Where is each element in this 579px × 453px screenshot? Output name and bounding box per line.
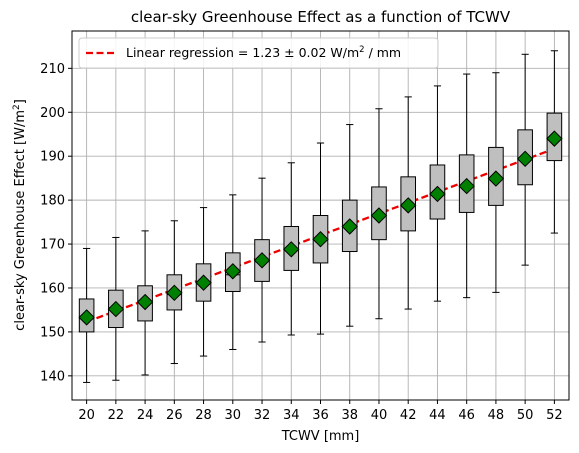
x-tick-label: 42 <box>400 408 417 423</box>
x-tick-label: 30 <box>225 408 242 423</box>
box-plot-item <box>458 73 475 299</box>
box-plot-item <box>195 207 212 357</box>
mean-marker <box>429 185 446 203</box>
mean-marker <box>487 170 505 187</box>
box-plot-item <box>312 142 329 335</box>
mean-marker <box>341 218 358 235</box>
y-tick-label: 140 <box>40 369 65 384</box>
x-tick-label: 44 <box>429 408 446 423</box>
y-tick-label: 180 <box>40 194 65 209</box>
box-plot-item <box>136 230 154 376</box>
mean-marker <box>195 274 212 291</box>
box-plot-layer <box>78 50 563 383</box>
x-tick-label: 52 <box>546 408 563 423</box>
x-tick-label: 40 <box>371 408 388 423</box>
legend: Linear regression = 1.23 ± 0.02 W/m2 / m… <box>78 37 439 69</box>
box-plot-item <box>166 220 183 365</box>
x-tick-label: 36 <box>312 408 329 423</box>
mean-marker <box>253 252 271 269</box>
box-plot-item <box>516 53 534 266</box>
mean-marker <box>546 130 563 147</box>
chart-title: clear-sky Greenhouse Effect as a functio… <box>131 8 511 26</box>
y-tick-label: 170 <box>40 238 65 253</box>
mean-marker <box>107 300 125 318</box>
x-tick-label: 46 <box>458 408 475 423</box>
mean-marker <box>312 231 329 248</box>
y-tick-label: 200 <box>40 106 65 121</box>
box-plot-item <box>429 85 446 302</box>
x-tick-label: 26 <box>166 408 183 423</box>
x-tick-label: 48 <box>488 408 505 423</box>
mean-marker <box>283 241 300 258</box>
y-tick-label: 190 <box>40 150 65 165</box>
x-tick-label: 38 <box>341 408 358 423</box>
mean-marker <box>516 150 534 168</box>
x-tick-label: 34 <box>283 408 300 423</box>
mean-marker <box>78 309 95 326</box>
box-plot-item <box>487 72 505 293</box>
x-tick-label: 32 <box>254 408 271 423</box>
legend-frame <box>78 37 439 69</box>
mean-marker <box>370 207 388 224</box>
box-plot-item <box>370 108 388 320</box>
box-plot-item <box>283 162 300 336</box>
mean-marker <box>136 293 154 311</box>
mean-marker <box>399 197 417 214</box>
regression-line <box>86 147 555 323</box>
regression-line-layer <box>86 147 555 323</box>
box-plot-item <box>78 247 95 383</box>
y-tick-label: 210 <box>40 62 65 77</box>
box-plot-item <box>399 96 417 310</box>
y-tick-label: 160 <box>40 281 65 296</box>
x-tick-label: 24 <box>137 408 154 423</box>
x-tick-label: 28 <box>195 408 212 423</box>
box-plot-item <box>546 50 563 234</box>
box-plot-item <box>253 177 271 343</box>
box-plot-item <box>341 124 358 327</box>
x-tick-label: 50 <box>517 408 534 423</box>
mean-marker <box>458 177 475 195</box>
x-axis-ticks: 20 22 24 26 28 30 32 34 36 38 40 42 44 46 48 50 52 <box>78 400 563 423</box>
box-plot-item <box>107 236 125 381</box>
mean-marker <box>166 284 183 302</box>
x-tick-label: 20 <box>78 408 95 423</box>
x-tick-label: 22 <box>108 408 125 423</box>
y-tick-label: 150 <box>40 325 65 340</box>
legend-regression-label: Linear regression = 1.23 ± 0.02 W/m2 / m… <box>126 45 401 60</box>
y-axis-label: clear-sky Greenhouse Effect [W/m2] <box>12 99 28 331</box>
x-axis-label: TCWV [mm] <box>281 429 360 444</box>
mean-marker <box>224 263 242 280</box>
y-axis-ticks: 140 150 160 170 180 190 200 210 <box>40 62 72 384</box>
box-plot-item <box>224 194 242 350</box>
